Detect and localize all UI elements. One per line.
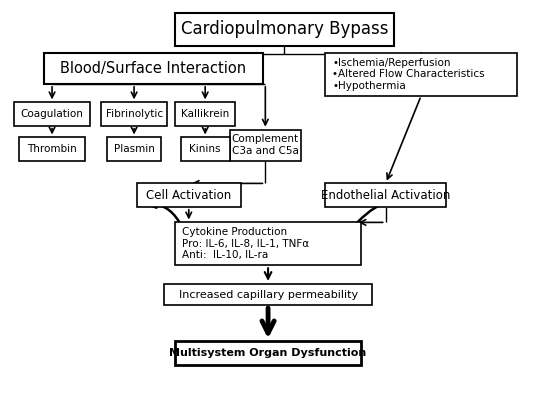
- FancyBboxPatch shape: [107, 137, 161, 161]
- FancyBboxPatch shape: [20, 137, 85, 161]
- Text: Cardiopulmonary Bypass: Cardiopulmonary Bypass: [181, 20, 388, 38]
- Text: Endothelial Activation: Endothelial Activation: [321, 189, 450, 202]
- FancyBboxPatch shape: [44, 53, 263, 84]
- Text: Kinins: Kinins: [189, 144, 221, 154]
- FancyBboxPatch shape: [181, 137, 230, 161]
- FancyBboxPatch shape: [14, 102, 90, 126]
- FancyBboxPatch shape: [101, 102, 167, 126]
- FancyBboxPatch shape: [175, 13, 394, 46]
- FancyBboxPatch shape: [164, 284, 372, 305]
- Text: Increased capillary permeability: Increased capillary permeability: [179, 290, 358, 300]
- Text: Plasmin: Plasmin: [114, 144, 155, 154]
- Text: Multisystem Organ Dysfunction: Multisystem Organ Dysfunction: [170, 348, 367, 358]
- Text: Fibrinolytic: Fibrinolytic: [105, 109, 162, 119]
- Text: Cell Activation: Cell Activation: [146, 189, 232, 202]
- FancyBboxPatch shape: [137, 183, 240, 207]
- FancyBboxPatch shape: [175, 102, 235, 126]
- Text: •Ischemia/Reperfusion
•Altered Flow Characteristics
•Hypothermia: •Ischemia/Reperfusion •Altered Flow Char…: [332, 58, 485, 91]
- Text: Kallikrein: Kallikrein: [181, 109, 229, 119]
- Text: Coagulation: Coagulation: [21, 109, 84, 119]
- Text: Blood/Surface Interaction: Blood/Surface Interaction: [60, 61, 246, 76]
- FancyBboxPatch shape: [175, 222, 361, 265]
- FancyBboxPatch shape: [325, 183, 446, 207]
- Text: Complement
C3a and C5a: Complement C3a and C5a: [232, 135, 299, 156]
- FancyBboxPatch shape: [230, 130, 301, 161]
- Text: Thrombin: Thrombin: [27, 144, 77, 154]
- FancyBboxPatch shape: [325, 53, 517, 96]
- Text: Cytokine Production
Pro: IL-6, IL-8, IL-1, TNFα
Anti:  IL-10, IL-ra: Cytokine Production Pro: IL-6, IL-8, IL-…: [182, 227, 309, 260]
- FancyBboxPatch shape: [175, 341, 361, 365]
